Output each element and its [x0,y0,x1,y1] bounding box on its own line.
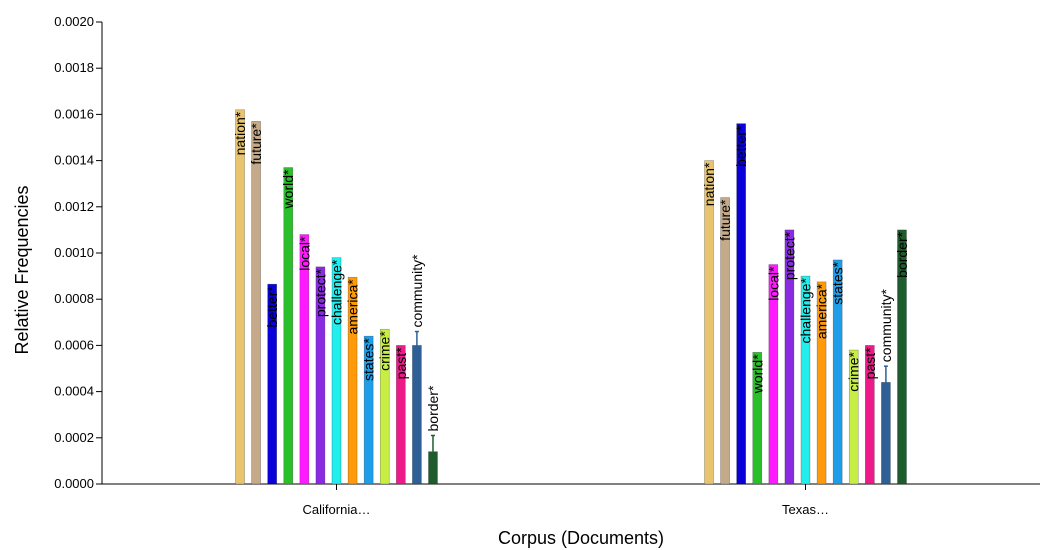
bar-label: border* [425,385,441,431]
bar[interactable] [800,275,811,485]
y-axis-title: Relative Frequencies [12,185,32,354]
y-axis: 0.0000 0.0002 0.0004 0.0006 0.0008 0.0010 0.00… [54,14,103,491]
bar[interactable] [848,349,859,485]
bar[interactable] [428,451,438,485]
bar[interactable] [299,234,310,485]
bars [235,109,907,485]
y-tick-label: 0.0016 [54,106,94,121]
bar-label: america* [345,279,361,335]
y-tick-label: 0.0002 [54,430,94,445]
bar[interactable] [315,266,326,485]
bar[interactable] [363,335,374,485]
x-tick-label: California… [303,502,371,517]
bar[interactable] [379,328,390,485]
bar-label: local* [296,236,312,271]
bar-label: past* [862,347,878,379]
y-tick-label: 0.0006 [54,337,94,352]
bar-label: better* [264,286,280,328]
bar-label: challenge* [798,278,814,344]
bar-label: crime* [846,351,862,391]
bar[interactable] [396,345,406,485]
bar-labels: nation* future*better*world*local*protect… [232,111,910,431]
bar-label: community* [878,289,894,363]
bar-label: nation* [701,162,717,206]
y-tick-label: 0.0000 [54,476,94,491]
bar-label: america* [814,283,830,339]
bar[interactable] [832,259,843,485]
bar[interactable] [720,197,730,485]
bar[interactable] [752,352,763,485]
bar[interactable] [784,229,795,485]
bar-label: challenge* [329,259,345,325]
y-tick-label: 0.0014 [54,153,94,168]
bar-label: community* [409,254,425,328]
x-axis-title: Corpus (Documents) [498,528,664,548]
bar-label: world* [280,169,296,209]
bar-label: states* [830,261,846,304]
bar-label: states* [361,338,377,381]
bar[interactable] [235,109,245,485]
bar[interactable] [897,229,907,485]
bar[interactable] [251,121,261,485]
bar[interactable] [816,281,827,485]
y-tick-label: 0.0012 [54,199,94,214]
bar-label: future* [248,123,264,165]
bar[interactable] [283,167,294,485]
y-tick-label: 0.0004 [54,384,94,399]
bar[interactable] [347,276,358,485]
bar-label: crime* [377,331,393,371]
bar-label: better* [733,125,749,167]
bar-label: future* [717,199,733,241]
x-tick-label: Texas… [782,502,829,517]
y-tick-label: 0.0018 [54,60,94,75]
bar[interactable] [881,382,891,485]
bar[interactable] [768,264,779,485]
y-tick-label: 0.0020 [54,14,94,29]
y-tick-label: 0.0010 [54,245,94,260]
bar[interactable] [865,345,875,485]
bar[interactable] [736,123,746,485]
bar[interactable] [267,283,277,485]
bar[interactable] [331,257,342,485]
x-axis: California… Texas… [102,483,1040,517]
bar[interactable] [412,345,422,485]
bar-label: past* [393,347,409,379]
bar-label: border* [894,231,910,277]
bar-label: protect* [312,268,328,317]
bar-label: local* [765,266,781,301]
bar-label: protect* [781,231,797,280]
bar-label: world* [749,354,765,394]
y-tick-label: 0.0008 [54,291,94,306]
bar-label: nation* [232,111,248,155]
bar[interactable] [704,160,714,485]
